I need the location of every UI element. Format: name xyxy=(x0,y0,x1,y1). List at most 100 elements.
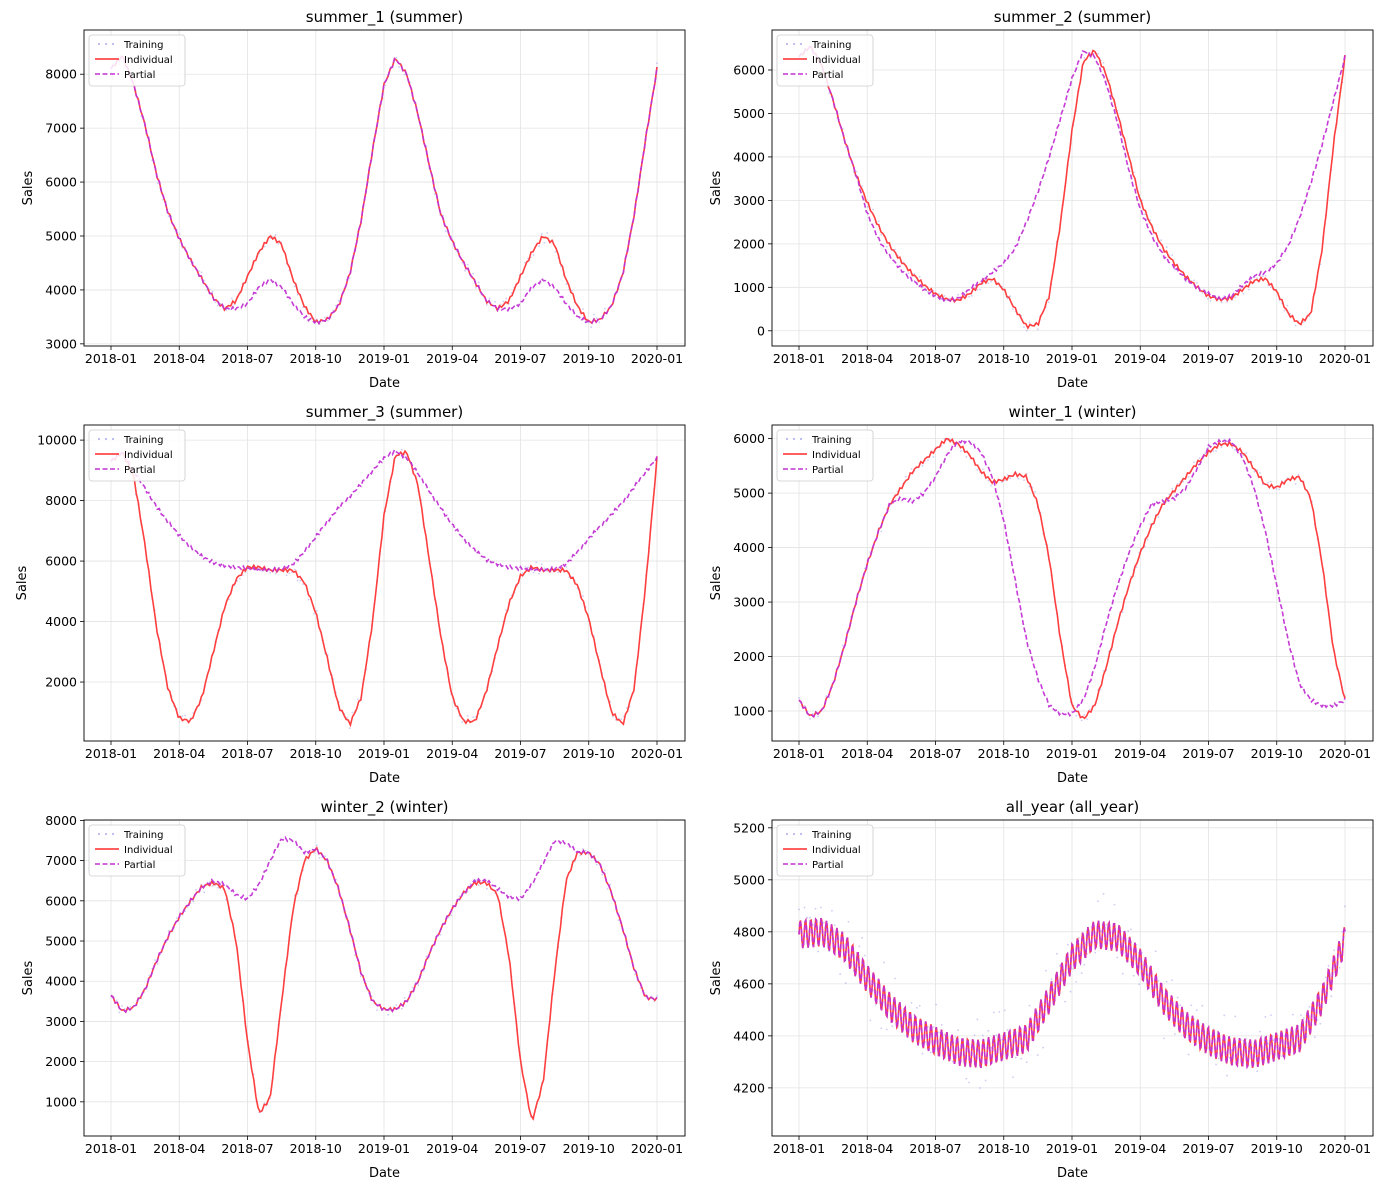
training-point xyxy=(178,233,181,235)
training-point xyxy=(1157,516,1160,518)
y-tick-label: 7000 xyxy=(45,853,77,868)
x-tick-label: 2018-10 xyxy=(978,746,1030,761)
training-point xyxy=(332,309,335,312)
training-point xyxy=(532,571,535,574)
training-point xyxy=(1171,979,1174,982)
training-point xyxy=(1302,321,1305,323)
training-point xyxy=(894,977,896,980)
training-point xyxy=(324,316,326,319)
training-point xyxy=(296,293,299,296)
training-point xyxy=(1132,974,1135,977)
legend-training-marker xyxy=(786,438,788,440)
legend-label-individual: Individual xyxy=(812,55,861,66)
training-point xyxy=(940,444,943,447)
training-point xyxy=(992,1011,995,1014)
training-point xyxy=(208,288,211,291)
training-point xyxy=(907,272,910,275)
training-point xyxy=(1075,714,1078,717)
training-point xyxy=(535,561,538,564)
training-point xyxy=(932,455,935,458)
training-point xyxy=(1206,1047,1209,1049)
training-point xyxy=(1102,61,1105,64)
training-point xyxy=(211,290,214,293)
x-tick-label: 2019-01 xyxy=(358,351,410,366)
training-point xyxy=(861,185,864,188)
training-point xyxy=(192,900,195,903)
training-point xyxy=(1308,315,1311,318)
training-point xyxy=(1086,718,1088,721)
training-point xyxy=(1324,976,1327,979)
legend-training-marker xyxy=(112,438,114,440)
training-point xyxy=(1300,1014,1303,1017)
training-point xyxy=(296,579,299,582)
training-point xyxy=(811,712,814,715)
legend-training-marker xyxy=(105,833,107,835)
training-point xyxy=(809,717,811,720)
x-tick-label: 2019-01 xyxy=(358,1141,410,1156)
training-point xyxy=(938,1031,940,1034)
training-point xyxy=(863,567,866,570)
training-point xyxy=(1319,1022,1322,1025)
y-tick-label: 2000 xyxy=(733,236,765,251)
training-point xyxy=(464,269,466,272)
training-point xyxy=(1341,930,1344,933)
training-point xyxy=(543,567,546,570)
training-point xyxy=(910,468,913,470)
panel-all-year: 2018-01 2018-04 2018-07 2018-10 2019-01 2019-… xyxy=(709,798,1374,1181)
training-point xyxy=(1025,1061,1028,1064)
training-point xyxy=(863,954,866,957)
training-point xyxy=(1270,1014,1272,1017)
y-axis-label: Sales xyxy=(709,960,724,995)
legend-label-partial: Partial xyxy=(124,860,155,871)
training-point xyxy=(841,644,844,647)
y-tick-label: 8000 xyxy=(45,813,77,828)
x-tick-label: 2019-04 xyxy=(426,351,478,366)
x-axis-label: Date xyxy=(1057,376,1088,391)
training-point xyxy=(833,924,836,927)
y-tick-label: 1000 xyxy=(45,1094,77,1109)
legend: Training Individual Partial xyxy=(88,34,186,87)
x-tick-label: 2018-07 xyxy=(909,746,961,761)
axes-frame xyxy=(83,424,686,742)
training-point xyxy=(1280,1055,1283,1058)
x-tick-label: 2019-10 xyxy=(1251,1141,1303,1156)
training-point xyxy=(601,873,604,876)
training-point xyxy=(477,884,480,887)
training-point xyxy=(1072,967,1075,970)
training-point xyxy=(943,1033,946,1036)
training-point xyxy=(538,573,540,575)
training-point xyxy=(820,906,822,909)
training-point xyxy=(1042,1046,1045,1049)
training-point xyxy=(861,936,864,939)
training-point xyxy=(228,598,230,601)
training-point xyxy=(1077,937,1080,939)
x-tick-label: 2019-04 xyxy=(1114,746,1166,761)
training-point xyxy=(466,714,469,717)
plot-area xyxy=(798,437,1346,722)
training-point xyxy=(844,146,847,148)
training-point xyxy=(1267,1042,1270,1045)
training-point xyxy=(798,908,800,911)
legend-training-marker xyxy=(105,438,107,440)
y-tick-label: 6000 xyxy=(733,431,765,446)
x-tick-label: 2019-10 xyxy=(1251,746,1303,761)
y-tick-label: 6000 xyxy=(45,554,77,569)
training-point xyxy=(461,261,464,264)
training-point xyxy=(844,982,847,984)
training-point xyxy=(957,293,960,296)
legend-training-marker xyxy=(98,43,100,45)
training-point xyxy=(579,854,582,857)
training-point xyxy=(1064,1000,1067,1003)
y-tick-label: 3000 xyxy=(733,193,765,208)
x-tick-label: 2018-07 xyxy=(221,746,273,761)
training-point xyxy=(582,595,584,598)
training-point xyxy=(1154,950,1157,953)
training-point xyxy=(247,560,250,562)
training-point xyxy=(425,955,428,958)
training-point xyxy=(998,1011,1001,1013)
training-point xyxy=(444,230,447,233)
training-point xyxy=(1097,900,1099,903)
training-point xyxy=(1080,719,1083,722)
x-tick-label: 2018-01 xyxy=(85,746,137,761)
training-point xyxy=(1130,928,1132,931)
